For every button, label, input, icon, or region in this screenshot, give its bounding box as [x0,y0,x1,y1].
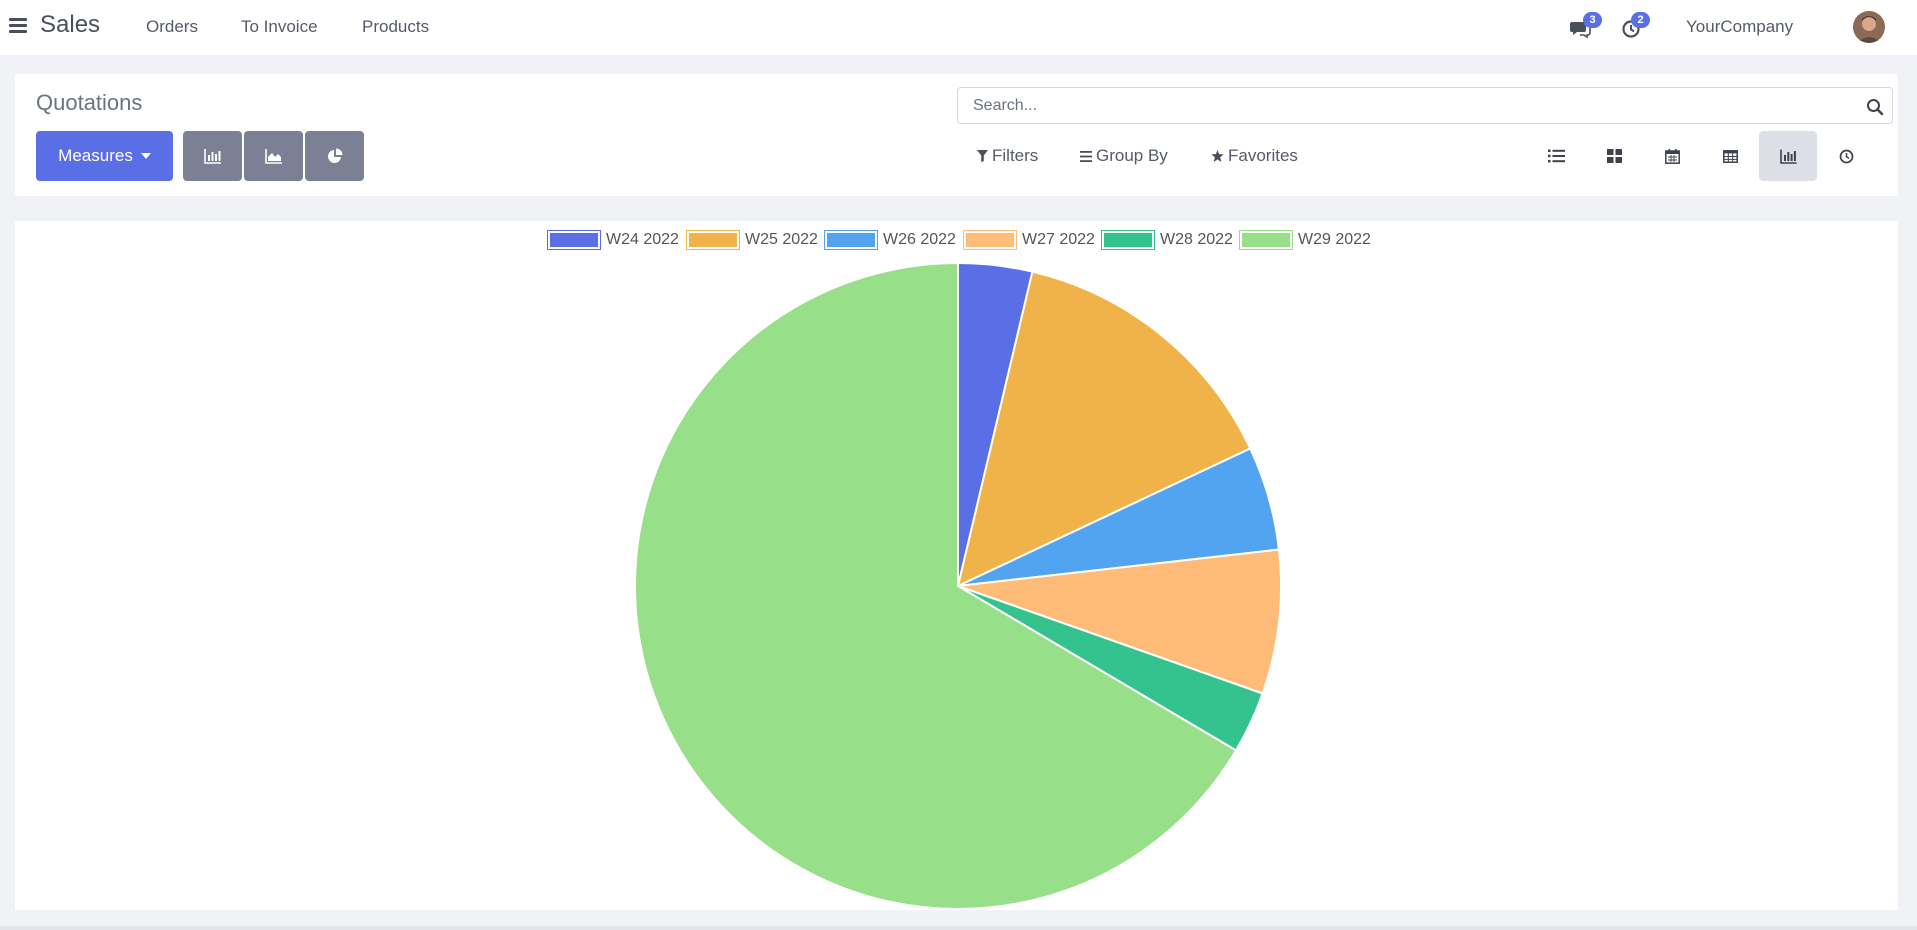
graph-view-button[interactable] [1759,131,1817,181]
legend-item[interactable]: W27 2022 [963,230,1095,250]
page-title: Quotations [36,90,143,115]
legend-label: W29 2022 [1298,231,1371,248]
legend-swatch [686,230,740,250]
calendar-view-button[interactable] [1643,131,1701,181]
control-panel: Quotations Measures [15,74,1898,196]
company-switcher[interactable]: YourCompany [1686,17,1794,36]
filter-icon [977,150,988,162]
group-by-label: Group By [1096,146,1168,165]
star-icon [1211,150,1224,162]
kanban-view-button[interactable] [1585,131,1643,181]
search-box [957,87,1893,124]
bar-chart-icon [203,149,221,164]
messages-count-badge: 3 [1583,12,1602,28]
legend-label: W24 2022 [606,231,679,248]
group-by-button[interactable]: Group By [1080,146,1168,166]
graph-view: W24 2022 W25 2022 W26 2022 W27 2022 W28 2022… [15,221,1898,910]
legend-label: W25 2022 [745,231,818,248]
nav-link-orders[interactable]: Orders [146,17,198,36]
favorites-label: Favorites [1228,146,1298,165]
activity-view-button[interactable] [1817,131,1875,181]
pie-chart-button[interactable] [305,131,364,181]
legend-swatch [824,230,878,250]
pivot-view-button[interactable] [1701,131,1759,181]
list-view-button[interactable] [1527,131,1585,181]
bar-chart-button[interactable] [183,131,242,181]
legend-swatch [1101,230,1155,250]
user-avatar[interactable] [1853,11,1885,43]
filters-button[interactable]: Filters [977,146,1038,166]
nav-link-products[interactable]: Products [362,17,430,36]
pie-slice[interactable] [634,261,1238,910]
activities-button[interactable]: 2 [1621,12,1650,40]
calendar-icon [1664,148,1680,164]
legend-label: W27 2022 [1022,231,1095,248]
menu-toggle-icon[interactable] [9,15,29,37]
clock-icon [1839,149,1853,163]
pie-chart [634,261,1282,910]
pie-slice[interactable] [957,548,1282,695]
search-input[interactable] [958,88,1848,123]
caret-down-icon [140,153,151,159]
pie-chart-icon [327,148,342,163]
legend-item[interactable]: W28 2022 [1101,230,1233,250]
kanban-icon [1606,149,1622,163]
search-icon[interactable] [1866,98,1884,116]
legend-label: W28 2022 [1160,231,1233,248]
legend-swatch [547,230,601,250]
legend-swatch [963,230,1017,250]
legend-item[interactable]: W29 2022 [1239,230,1371,250]
filters-label: Filters [992,146,1039,165]
legend-item[interactable]: W25 2022 [686,230,818,250]
page-bottom-edge [0,926,1917,930]
pie-slice[interactable] [956,270,1252,588]
measures-label: Measures [58,146,133,165]
legend-item[interactable]: W26 2022 [824,230,956,250]
area-chart-icon [264,149,282,164]
activities-count-badge: 2 [1631,12,1650,28]
top-navbar: Sales Orders To Invoice Products 3 2 You… [0,0,1917,55]
list-icon [1547,149,1565,163]
chart-legend: W24 2022 W25 2022 W26 2022 W27 2022 W28 2022… [15,221,1898,261]
legend-item[interactable]: W24 2022 [547,230,679,250]
bars-icon [1080,150,1092,162]
table-icon [1722,149,1738,163]
measures-dropdown-button[interactable]: Measures [36,131,173,181]
line-chart-button[interactable] [244,131,303,181]
bar-chart-icon [1779,149,1796,164]
messages-button[interactable]: 3 [1569,12,1602,40]
favorites-button[interactable]: Favorites [1211,146,1298,166]
nav-link-to-invoice[interactable]: To Invoice [241,17,318,36]
app-name[interactable]: Sales [40,11,101,38]
legend-swatch [1239,230,1293,250]
legend-label: W26 2022 [883,231,956,248]
